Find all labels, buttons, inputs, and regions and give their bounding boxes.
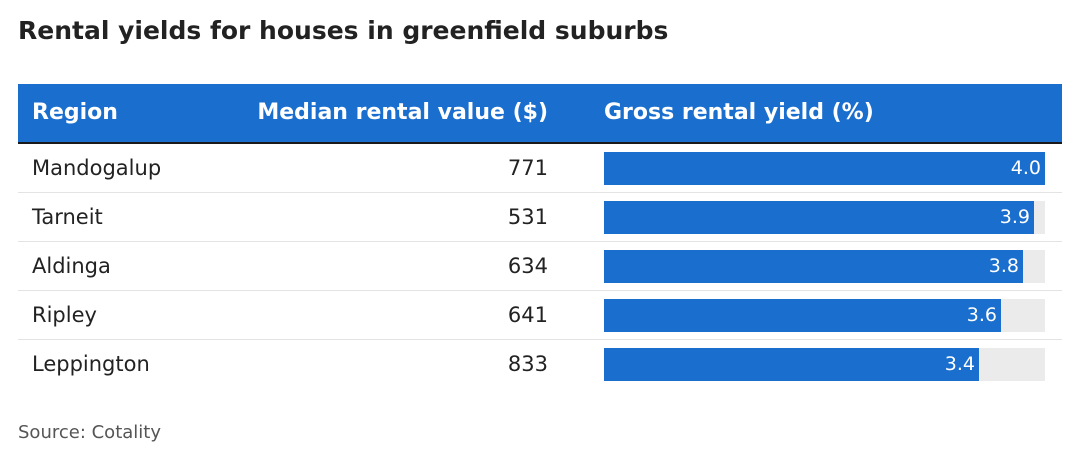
- source-note: Source: Cotality: [18, 422, 161, 443]
- yield-bar: 3.8: [604, 250, 1023, 283]
- region-name: Aldinga: [32, 254, 111, 278]
- median-rental-value: 531: [507, 205, 548, 229]
- yield-bar-track: 3.6: [604, 299, 1045, 332]
- table-row: Tarneit 531 3.9: [18, 193, 1062, 242]
- median-rental-value: 833: [507, 352, 548, 376]
- table-header: Region Median rental value ($) Gross ren…: [18, 84, 1062, 144]
- yield-bar: 3.6: [604, 299, 1001, 332]
- yield-bar-track: 3.8: [604, 250, 1045, 283]
- yield-bar-track: 3.4: [604, 348, 1045, 381]
- yield-table: Region Median rental value ($) Gross ren…: [18, 84, 1062, 388]
- header-region: Region: [32, 100, 118, 125]
- yield-bar-track: 3.9: [604, 201, 1045, 234]
- region-name: Ripley: [32, 303, 97, 327]
- table-row: Mandogalup 771 4.0: [18, 144, 1062, 193]
- yield-value-label: 3.8: [988, 255, 1019, 277]
- header-gross-rental-yield: Gross rental yield (%): [604, 100, 874, 125]
- table-row: Aldinga 634 3.8: [18, 242, 1062, 291]
- median-rental-value: 641: [507, 303, 548, 327]
- yield-value-label: 3.4: [944, 353, 975, 375]
- table-body: Mandogalup 771 4.0 Tarneit 531 3.9 Aldinga 634 3…: [18, 144, 1062, 388]
- table-row: Ripley 641 3.6: [18, 291, 1062, 340]
- region-name: Tarneit: [32, 205, 103, 229]
- yield-bar: 4.0: [604, 152, 1045, 185]
- yield-bar: 3.9: [604, 201, 1034, 234]
- header-median-rental-value: Median rental value ($): [257, 100, 548, 125]
- yield-value-label: 3.6: [966, 304, 997, 326]
- yield-bar: 3.4: [604, 348, 979, 381]
- region-name: Mandogalup: [32, 156, 162, 180]
- chart-title: Rental yields for houses in greenfield s…: [18, 16, 669, 45]
- yield-bar-track: 4.0: [604, 152, 1045, 185]
- table-row: Leppington 833 3.4: [18, 340, 1062, 388]
- region-name: Leppington: [32, 352, 150, 376]
- yield-value-label: 4.0: [1010, 157, 1041, 179]
- median-rental-value: 771: [507, 156, 548, 180]
- median-rental-value: 634: [507, 254, 548, 278]
- yield-value-label: 3.9: [999, 206, 1030, 228]
